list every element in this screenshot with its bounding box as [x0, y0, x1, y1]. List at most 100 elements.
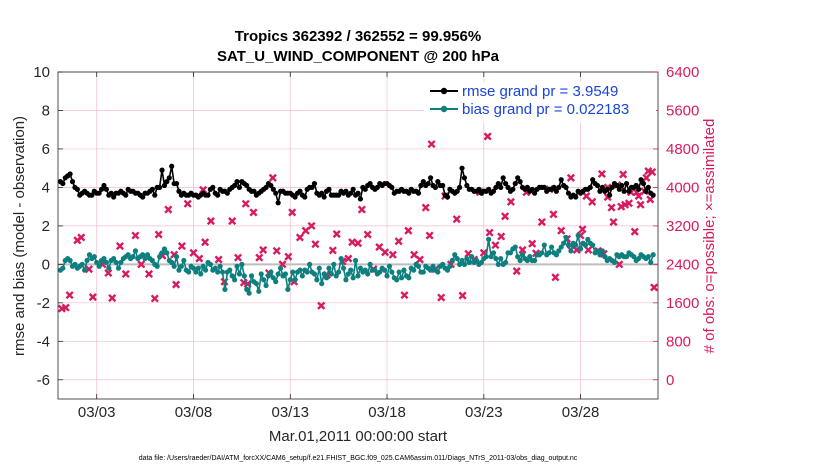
rmse-point: [524, 184, 530, 191]
obs-x-stroke: [214, 255, 223, 264]
bias-point: [86, 252, 93, 258]
obs-x-stroke: [421, 203, 430, 212]
obs-assimilated-point: [77, 233, 86, 242]
bias-point: [343, 277, 349, 283]
rmse-point: [457, 184, 463, 191]
obs-x-stroke: [164, 205, 173, 214]
obs-x-stroke: [518, 245, 527, 254]
rmse-point: [440, 182, 446, 189]
bias-point: [585, 236, 591, 242]
rmse-point: [464, 182, 470, 189]
bias-point: [631, 254, 637, 260]
obs-x-stroke: [609, 217, 618, 227]
rmse-point: [164, 179, 170, 185]
bias-point: [326, 265, 332, 271]
y-tick-label: 2: [42, 218, 50, 235]
bias-point: [464, 255, 470, 262]
obs-assimilated-point: [108, 293, 117, 303]
x-axis-label: Mar.01,2011 00:00:00 start: [269, 428, 448, 445]
bias-series: [57, 232, 656, 296]
obs-assimilated-point: [537, 217, 546, 227]
obs-assimilated-point: [104, 268, 113, 278]
rmse-point: [512, 180, 518, 187]
obs-assimilated-point: [621, 200, 630, 209]
bias-point: [466, 259, 472, 266]
obs-assimilated-point: [415, 255, 424, 264]
rmse-point: [215, 192, 221, 198]
bias-point: [495, 261, 501, 267]
bias-point: [236, 271, 243, 277]
bias-point: [517, 257, 523, 264]
rmse-point: [638, 177, 644, 183]
bias-point: [331, 261, 337, 267]
obs-x-stroke: [404, 226, 413, 235]
obs-assimilated-point: [115, 242, 124, 251]
bias-point: [502, 259, 509, 266]
plot-area: 03/03 03/08 03/13 03/18 03/23 03/28 -6 -4 -2 0 2 4 6…: [33, 64, 699, 421]
obs-assimilated-point: [427, 140, 436, 149]
bias-point: [263, 282, 269, 289]
x-tick-label: 03/23: [465, 404, 503, 421]
bias-point: [159, 250, 165, 256]
rmse-point: [418, 182, 424, 189]
obs-x-stroke: [381, 248, 390, 257]
bias-point: [553, 252, 559, 258]
obs-x-stroke: [400, 291, 409, 300]
bias-point: [91, 254, 97, 260]
obs-assimilated-point: [172, 280, 181, 289]
bias-point: [539, 250, 545, 256]
bias-point: [355, 273, 361, 279]
plot-frame: [57, 71, 659, 400]
y-tick-label: -6: [37, 372, 50, 389]
obs-x-stroke: [328, 246, 337, 255]
rmse-point: [604, 186, 610, 192]
rmse-point: [157, 184, 163, 191]
legend-bias-label: bias grand pr = 0.022183: [462, 101, 629, 118]
rmse-point: [553, 188, 559, 194]
obs-x-stroke: [394, 237, 403, 246]
rmse-point: [89, 192, 95, 198]
bias-point: [140, 252, 146, 258]
legend-box: [424, 82, 656, 122]
rmse-point: [493, 184, 499, 191]
obs-x-stroke: [195, 254, 204, 263]
obs-assimilated-point: [528, 239, 537, 248]
bias-point: [394, 277, 400, 283]
rmse-point: [268, 182, 274, 189]
rmse-point: [565, 190, 572, 196]
rmse-point: [149, 186, 155, 192]
rmse-point: [362, 186, 368, 192]
rmse-point: [96, 190, 102, 196]
bias-point: [241, 273, 247, 279]
obs-x-stroke: [588, 197, 597, 206]
bias-point: [512, 244, 518, 250]
obs-assimilated-point: [61, 303, 70, 312]
rmse-point: [517, 179, 523, 185]
obs-x-stroke: [549, 210, 558, 219]
y-right-tick-label: 3200: [666, 218, 699, 235]
obs-assimilated-point: [164, 205, 173, 214]
rmse-point: [616, 186, 622, 192]
rmse-point: [69, 179, 76, 185]
bias-point: [256, 288, 262, 294]
rmse-point: [336, 192, 342, 198]
bias-point: [190, 265, 197, 271]
rmse-point: [415, 190, 422, 196]
bias-point: [232, 277, 238, 283]
rmse-point: [302, 194, 308, 200]
bias-point: [290, 269, 296, 275]
bias-point: [130, 254, 136, 260]
bias-point: [599, 248, 605, 254]
bias-point: [524, 257, 530, 264]
obs-x-stroke: [272, 246, 281, 255]
bias-point: [563, 234, 569, 241]
rmse-point: [350, 186, 356, 192]
rmse-point: [532, 190, 538, 196]
obs-assimilated-point: [485, 228, 494, 237]
obs-assimilated-point: [425, 231, 434, 240]
rmse-point: [161, 182, 168, 189]
obs-assimilated-point: [353, 239, 363, 248]
obs-assimilated-point: [268, 173, 277, 182]
rmse-point: [263, 184, 269, 191]
bias-point: [519, 252, 526, 258]
